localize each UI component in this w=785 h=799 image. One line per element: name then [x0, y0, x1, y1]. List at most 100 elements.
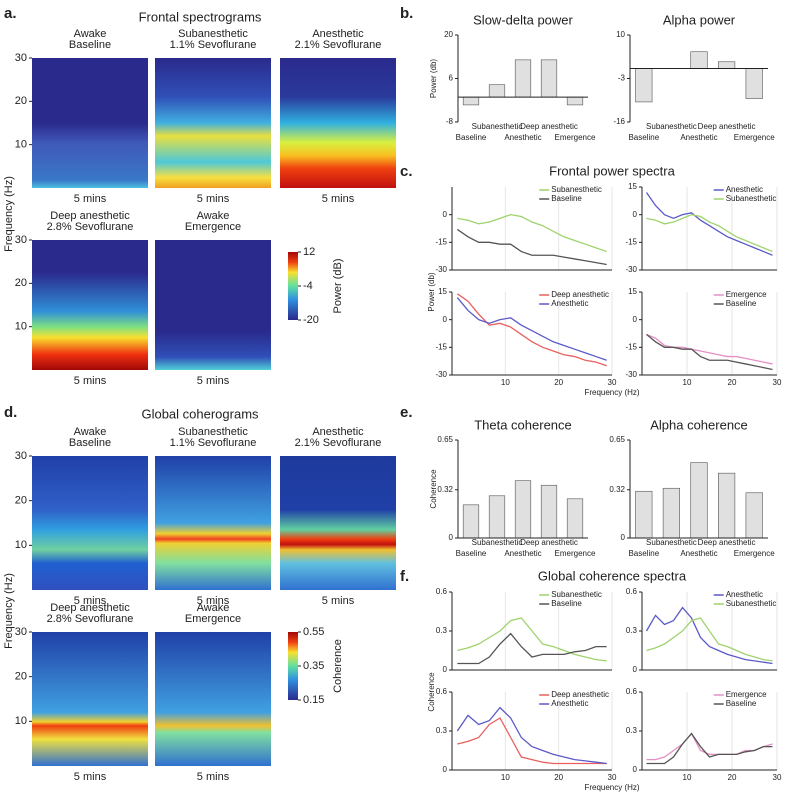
y-tick-label: 0.32	[609, 485, 625, 494]
x-tick-label: 10	[501, 378, 510, 387]
tile-title: Awake	[197, 210, 230, 222]
category-label: Emergence	[555, 133, 596, 142]
y-tick-label: 30	[15, 234, 27, 246]
y-tick-label: 10	[616, 30, 625, 39]
series-line	[456, 297, 607, 361]
y-tick-label: -30	[435, 265, 447, 274]
tile-title: Awake	[74, 28, 107, 40]
tile-title: 1.1% Sevoflurane	[170, 39, 257, 51]
y-tick-label: -30	[625, 370, 637, 379]
chart-title: Global coherence spectra	[538, 568, 687, 583]
heatmap-tile	[280, 58, 396, 188]
y-tick-label: -3	[618, 74, 626, 83]
x-tick-label: 30	[773, 773, 782, 782]
y-tick-label: 0	[633, 315, 638, 324]
y-tick-label: 0.65	[437, 435, 453, 444]
tile-title: Emergence	[185, 221, 241, 233]
panel-label: a.	[4, 5, 17, 22]
y-tick-label: 20	[15, 495, 27, 507]
y-tick-label: 10	[15, 715, 27, 727]
bar	[690, 51, 708, 69]
panel-label: e.	[400, 404, 413, 421]
bar	[662, 487, 680, 539]
bar	[514, 480, 532, 539]
x-tick-label: 10	[683, 378, 692, 387]
y-tick-label: 0.65	[609, 435, 625, 444]
y-tick-label: 0	[449, 533, 454, 542]
category-label: Baseline	[456, 549, 487, 558]
series-line	[457, 717, 607, 765]
legend-label: Emergence	[726, 690, 767, 699]
series-line	[457, 617, 607, 662]
legend-label: Subanesthetic	[551, 185, 602, 194]
y-tick-label: 0.3	[436, 626, 448, 635]
y-tick-label: 6	[449, 74, 454, 83]
x-tick-label: 20	[728, 378, 737, 387]
legend-label: Baseline	[726, 699, 757, 708]
tile-title: Deep anesthetic	[50, 602, 130, 614]
heatmap-tile	[155, 58, 271, 188]
tile-title: Baseline	[69, 39, 111, 51]
chart-title: Global coherograms	[141, 406, 259, 421]
x-axis-label: 5 mins	[197, 193, 230, 205]
subplot-title: Alpha coherence	[650, 417, 748, 432]
bar	[540, 484, 558, 539]
panel-label: f.	[400, 568, 409, 585]
x-tick-label: 30	[608, 773, 617, 782]
y-axis-label: Frequency (Hz)	[3, 176, 15, 252]
panel-label: c.	[400, 163, 413, 180]
x-axis-label: 5 mins	[197, 595, 230, 607]
series-line	[646, 333, 773, 365]
legend-label: Deep anesthetic	[551, 290, 609, 299]
tile-title: Subanesthetic	[178, 28, 248, 40]
tile-title: Anesthetic	[312, 426, 364, 438]
y-tick-label: -15	[435, 342, 447, 351]
heatmap-tile	[155, 240, 271, 370]
y-tick-label: -30	[435, 370, 447, 379]
x-tick-label: 10	[683, 773, 692, 782]
y-tick-label: -16	[613, 117, 625, 126]
category-label: Anesthetic	[504, 133, 541, 142]
legend-label: Deep anesthetic	[551, 690, 609, 699]
x-tick-label: 30	[773, 378, 782, 387]
tile-title: Emergence	[185, 613, 241, 625]
colorbar	[288, 632, 298, 700]
series-line	[646, 213, 773, 253]
series-line	[646, 732, 773, 761]
y-tick-label: 0	[443, 665, 448, 674]
tile-title: 2.1% Sevoflurane	[295, 39, 382, 51]
colorbar-tick-label: -4	[303, 280, 313, 292]
bar	[566, 498, 584, 539]
x-axis-label: 5 mins	[197, 771, 230, 783]
legend-label: Anesthetic	[726, 590, 763, 599]
y-tick-label: 30	[15, 450, 27, 462]
bar	[488, 84, 506, 98]
y-tick-label: -8	[446, 117, 454, 126]
chart-title: Frontal spectrograms	[139, 9, 262, 24]
y-tick-label: 15	[628, 287, 637, 296]
x-axis-label: 5 mins	[74, 595, 107, 607]
y-axis-label: Coherence	[427, 672, 436, 712]
y-tick-label: 15	[628, 182, 637, 191]
category-label: Baseline	[628, 549, 659, 558]
y-tick-label: -15	[625, 237, 637, 246]
category-label: Subanesthetic	[646, 538, 697, 547]
category-label: Anesthetic	[680, 133, 717, 142]
colorbar-tick-label: 0.55	[303, 626, 324, 638]
x-tick-label: 30	[608, 378, 617, 387]
colorbar	[288, 252, 298, 320]
x-axis-label: 5 mins	[74, 771, 107, 783]
y-tick-label: 0	[621, 533, 626, 542]
y-tick-label: 0.6	[436, 587, 448, 596]
x-axis-label: 5 mins	[322, 595, 355, 607]
colorbar-label: Power (dB)	[332, 258, 344, 313]
bar	[690, 462, 708, 539]
colorbar-label: Coherence	[332, 639, 344, 693]
y-tick-label: 15	[438, 287, 447, 296]
y-tick-label: 10	[15, 139, 27, 151]
bar	[635, 490, 653, 539]
category-label: Subanesthetic	[472, 538, 523, 547]
bar	[566, 96, 584, 106]
colorbar-tick-label: 0.35	[303, 660, 324, 672]
y-tick-label: 20	[15, 671, 27, 683]
